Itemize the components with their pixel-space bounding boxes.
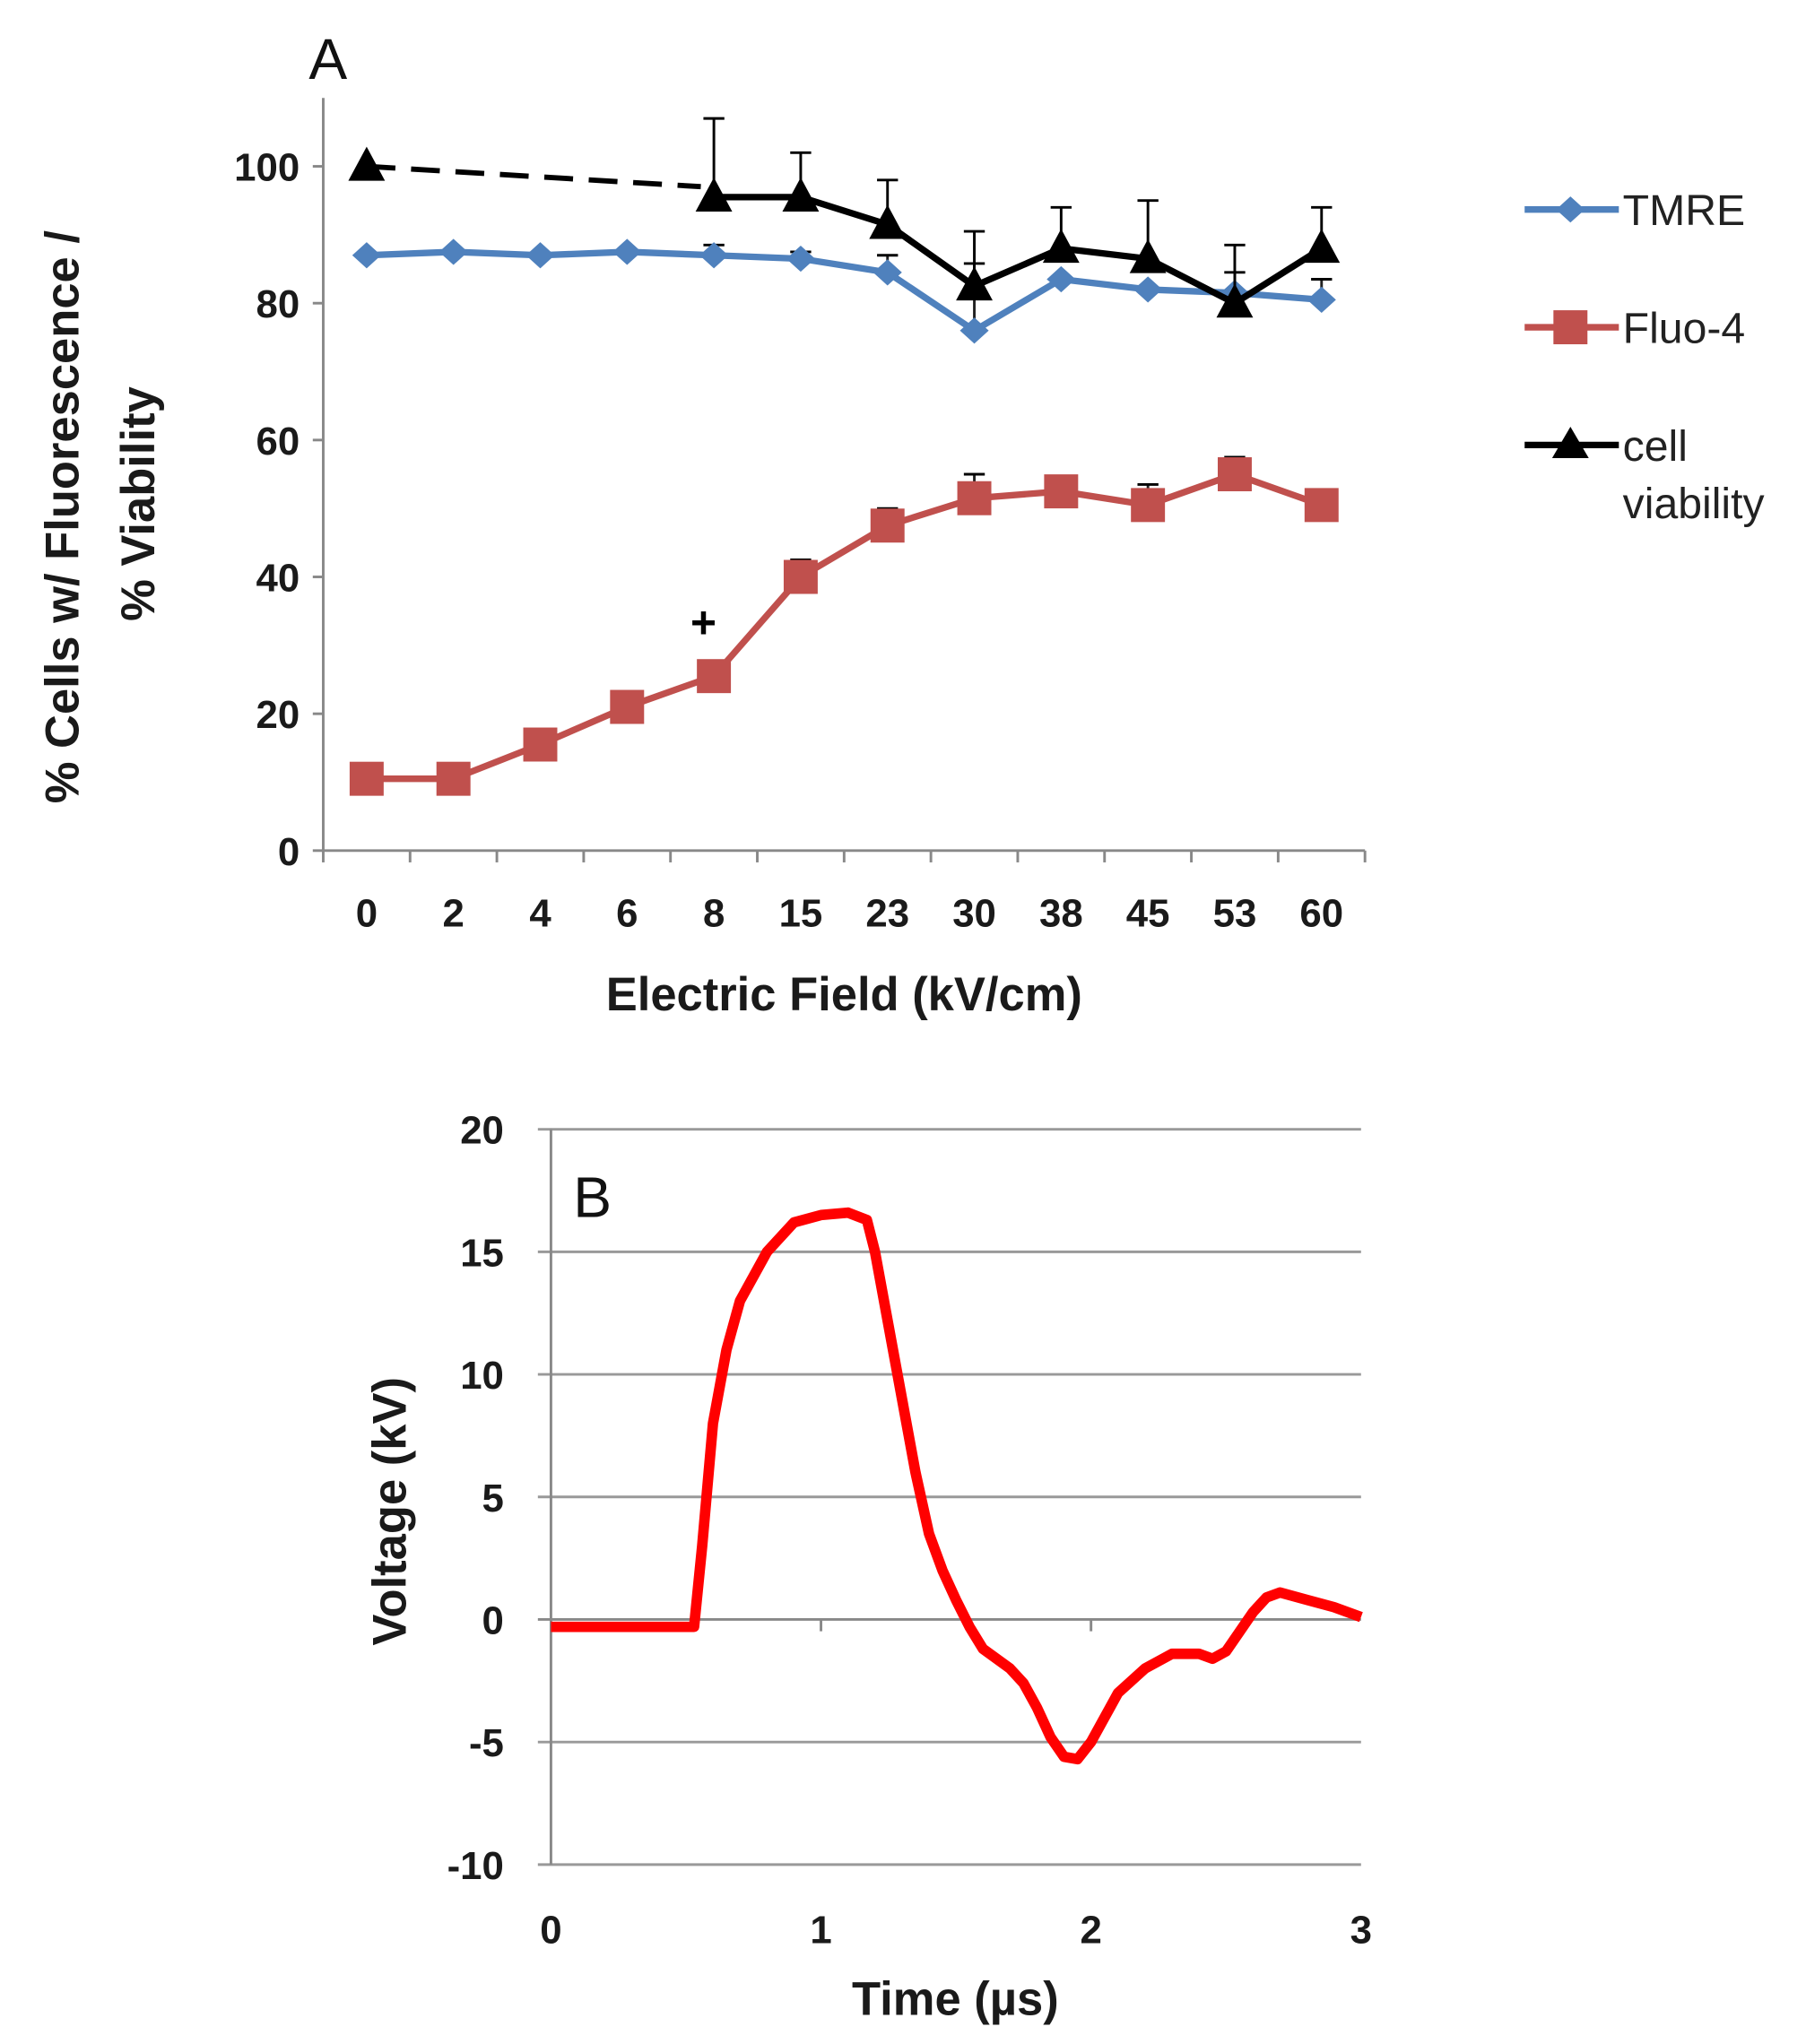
x-tick-label-a: 6 — [616, 891, 638, 935]
data-point-square — [610, 689, 645, 724]
x-tick-label-a: 2 — [443, 891, 465, 935]
x-tick-label-a: 4 — [529, 891, 551, 935]
data-point-triangle — [348, 146, 386, 181]
data-point-triangle — [782, 177, 820, 212]
data-point-square — [783, 559, 818, 594]
data-point-triangle — [695, 177, 733, 212]
x-tick-label-a: 8 — [703, 891, 725, 935]
y-tick-label-a: 100 — [234, 146, 300, 190]
x-tick-label-a: 45 — [1126, 891, 1170, 935]
x-axis-label-b: Time (µs) — [852, 1973, 1059, 2026]
data-point-diamond — [612, 238, 642, 265]
series-line — [366, 248, 1323, 335]
legend-label: cell — [1623, 422, 1688, 471]
voltage-trace — [551, 1207, 1363, 1765]
data-point-square — [1217, 457, 1252, 491]
data-point-square — [1304, 488, 1339, 523]
x-tick-label-a: 38 — [1039, 891, 1083, 935]
y-tick-label-b: 0 — [482, 1599, 504, 1643]
data-point-square — [957, 481, 992, 515]
y-tick-label-b: -5 — [469, 1721, 504, 1765]
legend: TMRE Fluo-4 cell viability — [1524, 186, 1765, 528]
dashed-line — [366, 163, 701, 190]
y-tick-label-b: 20 — [460, 1109, 504, 1153]
legend-label: TMRE — [1623, 186, 1745, 235]
y-axis-label-a-line1: % Cells w/ Fluorescence / — [37, 230, 90, 804]
chart-b: Time (µs) Voltage (kV) -10 -5 0 5 10 15 20 0 1 2 3… — [363, 1109, 1372, 2026]
data-point-diamond — [1307, 286, 1336, 313]
data-point-triangle — [1303, 229, 1341, 264]
x-tick-label-a: 60 — [1299, 891, 1343, 935]
data-point-diamond — [352, 242, 381, 269]
series-cell-viability — [348, 117, 1341, 318]
data-point-diamond — [786, 245, 815, 273]
x-axis-label-a: Electric Field (kV/cm) — [606, 968, 1082, 1021]
legend-marker-triangle — [1551, 426, 1589, 458]
y-tick-label-b: 5 — [482, 1477, 504, 1520]
x-tick-label-a: 15 — [779, 891, 823, 935]
data-point-square — [436, 761, 471, 796]
data-point-square — [349, 761, 384, 796]
data-point-triangle — [956, 266, 993, 301]
data-point-triangle — [1216, 283, 1254, 318]
data-point-triangle — [1129, 238, 1167, 273]
x-tick-label-a: 23 — [865, 891, 909, 935]
chart-a: A Electric Field (kV/cm) % Cells w/ Fluo… — [37, 27, 1765, 1021]
series-line — [714, 194, 1324, 307]
y-tick-label-b: 15 — [460, 1231, 504, 1275]
series-line — [366, 471, 1323, 783]
annotation-plus: + — [690, 598, 716, 648]
x-tick-label-b: 3 — [1350, 1908, 1372, 1952]
legend-marker-square — [1553, 310, 1588, 345]
x-tick-label-b: 2 — [1080, 1908, 1101, 1952]
y-tick-label-a: 20 — [256, 693, 300, 737]
legend-marker-diamond — [1556, 196, 1585, 223]
legend-label: viability — [1623, 480, 1765, 528]
data-point-triangle — [869, 204, 907, 239]
y-tick-label-a: 80 — [256, 282, 300, 326]
data-point-diamond — [438, 238, 468, 265]
y-tick-label-b: 10 — [460, 1354, 504, 1398]
data-point-diamond — [525, 242, 555, 269]
y-tick-label-a: 40 — [256, 557, 300, 601]
data-point-square — [523, 727, 558, 762]
y-tick-label-a: 0 — [278, 830, 300, 874]
panel-label-a: A — [308, 27, 347, 91]
x-tick-label-a: 0 — [356, 891, 378, 935]
x-tick-label-a: 30 — [952, 891, 996, 935]
y-axis-label-a-line2: % Viability — [112, 386, 165, 621]
legend-label: Fluo-4 — [1623, 305, 1746, 353]
series-fluo-4 — [349, 455, 1339, 796]
series-tmre — [352, 238, 1336, 344]
y-tick-label-b: -10 — [447, 1844, 504, 1888]
data-point-square — [1131, 488, 1166, 523]
y-axis-label-b: Voltage (kV) — [363, 1377, 416, 1646]
y-tick-label-a: 60 — [256, 420, 300, 463]
data-point-diamond — [1133, 276, 1163, 303]
data-point-square — [697, 659, 732, 694]
x-tick-label-a: 53 — [1213, 891, 1257, 935]
x-tick-label-b: 1 — [810, 1908, 831, 1952]
panel-label-b: B — [573, 1165, 612, 1229]
data-point-triangle — [1042, 229, 1080, 264]
data-point-square — [870, 508, 905, 543]
data-point-square — [1044, 474, 1079, 509]
x-tick-label-b: 0 — [540, 1908, 561, 1952]
